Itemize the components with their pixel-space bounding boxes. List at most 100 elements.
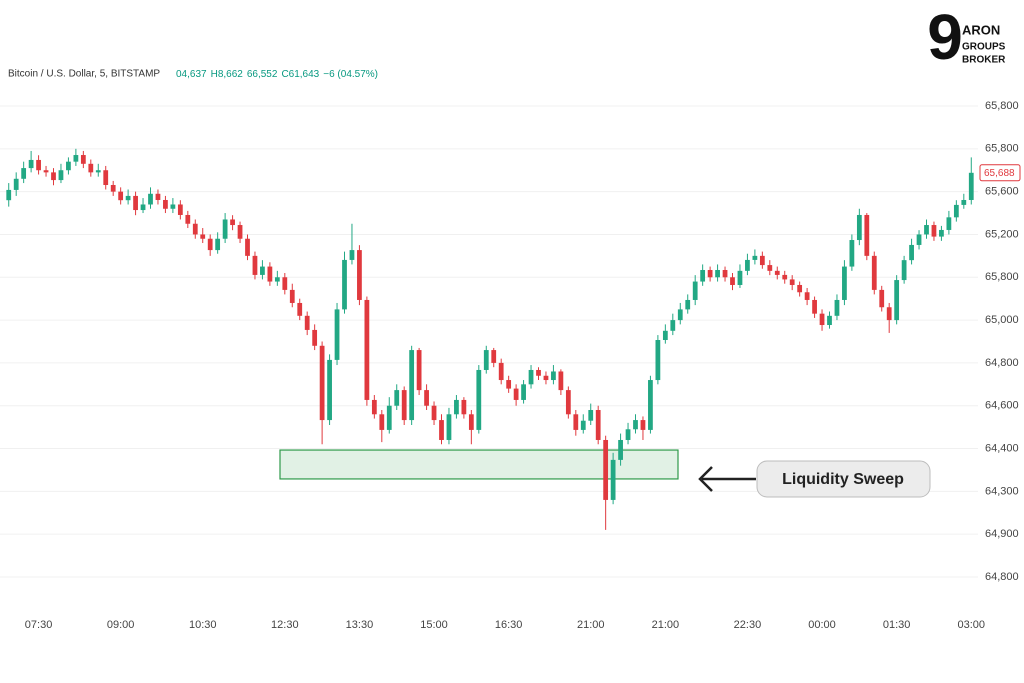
y-tick-label: 64,800 — [985, 571, 1019, 583]
candle-body — [543, 375, 549, 381]
candle-body — [297, 302, 303, 316]
logo-text: ARON — [962, 22, 1000, 37]
annotation-box — [756, 460, 931, 498]
candle-body — [13, 178, 19, 190]
y-tick-label: 64,400 — [985, 442, 1019, 454]
x-tick-label: 15:00 — [420, 619, 448, 631]
candle-body — [282, 277, 288, 290]
candle-body — [409, 350, 415, 421]
candle-body — [856, 214, 862, 241]
candle-body — [260, 266, 265, 275]
y-tick-label: 64,300 — [985, 485, 1019, 497]
candle-body — [103, 170, 109, 185]
candle-body — [125, 195, 131, 201]
candle-body — [789, 279, 795, 285]
x-tick-label: 16:30 — [495, 619, 523, 631]
candle-body — [648, 380, 653, 430]
y-tick-label: 65,800 — [985, 143, 1019, 155]
candle-body — [110, 184, 116, 192]
last-price-box — [979, 164, 1021, 182]
x-tick-label: 07:30 — [25, 619, 53, 631]
candle-body — [304, 315, 310, 330]
candle-body — [797, 284, 803, 293]
candle-body — [88, 163, 94, 173]
candle-body — [506, 380, 512, 389]
candle-body — [357, 250, 362, 300]
candle-body — [386, 405, 392, 430]
candle-body — [759, 255, 765, 266]
candle-body — [476, 369, 482, 430]
candle-body — [565, 390, 571, 415]
candle-body — [700, 269, 706, 282]
candle-body — [931, 225, 937, 237]
candle-body — [163, 199, 168, 209]
candle-body — [864, 214, 870, 256]
candle-body — [655, 340, 661, 381]
candle-body — [670, 320, 676, 331]
candle-body — [461, 399, 467, 415]
candle-body — [334, 309, 340, 360]
candle-body — [886, 307, 892, 321]
candle-body — [625, 429, 631, 440]
y-tick-label: 64,600 — [985, 400, 1019, 412]
candle-body — [58, 170, 64, 181]
candle-body — [215, 238, 221, 251]
ohlc-value: 04,637 — [176, 69, 207, 80]
candle-body — [6, 189, 12, 201]
candle-body — [610, 459, 616, 500]
annotation-text: Liquidity Sweep — [782, 471, 904, 488]
candle-body — [28, 159, 34, 169]
candle-body — [939, 229, 944, 237]
candle-body — [961, 199, 967, 205]
candle-body — [946, 217, 952, 230]
candle-body — [342, 259, 347, 310]
candle-body — [133, 195, 138, 211]
candle-body — [394, 390, 400, 406]
candle-body — [21, 168, 27, 179]
candle-body — [349, 250, 355, 260]
candle-body — [312, 329, 318, 346]
candle-body — [431, 405, 437, 421]
candle-body — [245, 238, 250, 256]
arrow-head — [698, 466, 713, 492]
candle-body — [439, 420, 444, 440]
y-tick-label: 65,200 — [985, 228, 1019, 240]
candle-body — [513, 388, 519, 400]
ohlc-readout: 04,637 H8,662 66,552 C61,643 −6 (04.57%) — [176, 69, 378, 80]
candle-body — [192, 223, 198, 235]
candle-body — [573, 414, 579, 430]
candle-body — [364, 299, 370, 400]
candle-body — [924, 225, 929, 235]
candle-body — [43, 170, 49, 173]
candle-body — [752, 255, 758, 260]
ohlc-value: H8,662 — [211, 69, 244, 80]
candle-body — [588, 410, 594, 421]
candle-body — [812, 299, 817, 314]
candle-body — [692, 281, 698, 300]
candle-body — [66, 161, 71, 171]
candle-body — [804, 292, 810, 300]
candle-body — [267, 266, 273, 282]
candle-body — [901, 260, 907, 281]
candle-body — [640, 420, 646, 430]
candle-body — [148, 193, 153, 205]
candle-body — [483, 350, 489, 370]
candle-body — [319, 345, 325, 421]
candle-body — [371, 399, 377, 415]
candle-body — [849, 240, 855, 267]
candle-body — [379, 414, 385, 430]
candle-body — [879, 289, 885, 308]
candle-body — [834, 299, 840, 316]
candle-body — [558, 371, 564, 391]
candle-body — [827, 315, 832, 326]
ohlc-value: C61,643 — [281, 69, 319, 80]
candle-body — [155, 193, 161, 200]
candle-body — [707, 269, 713, 278]
chart-title: Bitcoin / U.S. Dollar, 5, BITSTAMP — [8, 69, 160, 80]
candle-body — [782, 274, 788, 280]
candle-body — [677, 309, 683, 321]
candle-body — [177, 204, 183, 215]
candle-body — [468, 414, 474, 430]
candle-body — [207, 238, 213, 251]
